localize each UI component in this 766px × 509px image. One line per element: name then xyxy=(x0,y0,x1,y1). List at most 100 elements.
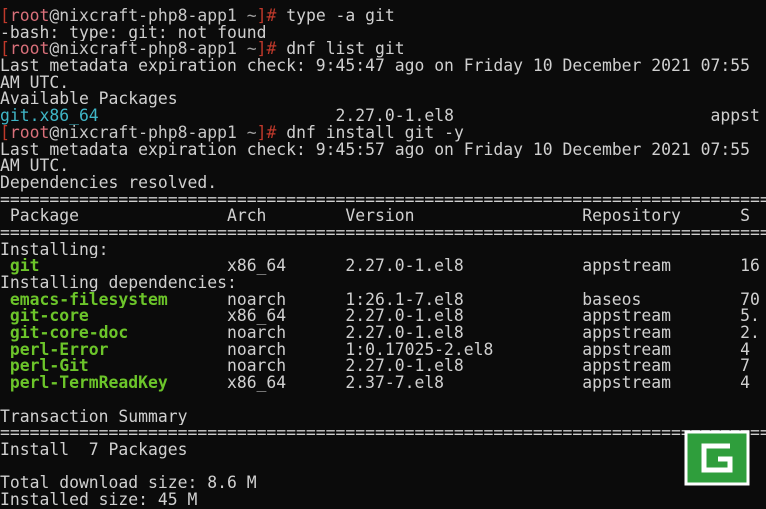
terminal-text: Installed size: 45 M xyxy=(0,491,198,509)
terminal-line: [root@nixcraft-php8-app1 ~]# dnf list gi… xyxy=(0,41,766,58)
terminal-line: AM UTC. xyxy=(0,75,766,92)
terminal-line xyxy=(0,392,766,409)
table-cell: 5. xyxy=(740,308,760,326)
terminal-text: ]# xyxy=(256,8,287,25)
terminal-line: ========================================… xyxy=(0,192,766,209)
table-cell: 4 xyxy=(740,341,750,359)
table-cell: 7 xyxy=(740,358,750,376)
table-cell: Arch xyxy=(226,208,267,225)
terminal-line: Transaction Summary xyxy=(0,409,766,426)
table-cell: appstream xyxy=(582,375,672,392)
table-cell: emacs-filesystem xyxy=(9,291,168,309)
table-cell: 1:0.17025-2.el8 xyxy=(345,341,494,359)
terminal-text: root xyxy=(9,41,50,59)
terminal-line: Last metadata expiration check: 9:45:47 … xyxy=(0,58,766,75)
terminal-text: @nixcraft-php8-app1 xyxy=(49,41,237,59)
terminal-line: Installing dependencies: xyxy=(0,275,766,292)
table-cell: appstream xyxy=(582,308,672,326)
terminal-line: Available Packages xyxy=(0,91,766,108)
table-cell: appstream xyxy=(582,358,672,376)
terminal-line: emacs-filesystem noarch 1:26.1-7.el8 baseos… xyxy=(0,292,766,309)
table-cell: 2.27.0-1.el8 xyxy=(345,358,464,376)
terminal-line: -bash: type: git: not found xyxy=(0,25,766,42)
screen: [root@nixcraft-php8-app1 ~]# type -a git… xyxy=(0,8,766,508)
table-cell: appstream xyxy=(582,258,672,275)
table-cell: x86_64 xyxy=(226,375,287,392)
table-cell: perl-Error xyxy=(9,341,109,359)
terminal-line: ========================================… xyxy=(0,225,766,242)
terminal-line: Install 7 Packages xyxy=(0,442,766,459)
terminal-text: ~ xyxy=(236,41,257,59)
table-cell: appstream xyxy=(582,341,672,359)
terminal-text: AM UTC. xyxy=(0,74,70,92)
terminal-text: root xyxy=(9,8,50,25)
terminal-text: Install 7 Packages xyxy=(0,441,188,459)
terminal-text: root xyxy=(9,124,50,142)
terminal-text: -bash: type: git: not found xyxy=(0,24,267,42)
table-cell: appstream xyxy=(582,325,672,342)
terminal-text: 2.27.0-1.el8 appst xyxy=(98,108,760,125)
table-cell: noarch xyxy=(226,341,287,359)
terminal-line: perl-Error noarch 1:0.17025-2.el8 appstream… xyxy=(0,342,766,359)
table-cell: git-core xyxy=(9,308,89,326)
table-cell: x86_64 xyxy=(226,308,287,326)
table-cell: Package xyxy=(9,208,79,225)
terminal-text: @nixcraft-php8-app1 xyxy=(49,124,237,142)
terminal-line: [root@nixcraft-php8-app1 ~]# type -a git xyxy=(0,8,766,25)
terminal-text: Total download size: 8.6 M xyxy=(0,475,257,492)
table-cell: 2. xyxy=(740,325,760,342)
terminal-text: AM UTC. xyxy=(0,158,70,175)
table-cell: git xyxy=(9,258,40,275)
terminal-text: Available Packages xyxy=(0,91,178,109)
terminal-text: ========================================… xyxy=(0,224,766,242)
table-cell: perl-TermReadKey xyxy=(9,375,168,392)
terminal-line: [root@nixcraft-php8-app1 ~]# dnf install… xyxy=(0,125,766,142)
table-cell: 2.27.0-1.el8 xyxy=(345,325,464,342)
table-cell: S xyxy=(740,208,750,225)
logo xyxy=(684,430,750,486)
terminal-line: git-core-doc noarch 2.27.0-1.el8 appstream 2… xyxy=(0,325,766,342)
table-cell: 2.27.0-1.el8 xyxy=(345,258,464,275)
table-cell: 2.27.0-1.el8 xyxy=(345,308,464,326)
table-cell: perl-Git xyxy=(9,358,89,376)
table-cell: Version xyxy=(345,208,415,225)
terminal-text: ]# xyxy=(256,124,287,142)
terminal-text: Transaction Summary xyxy=(0,408,188,426)
terminal-text: Dependencies resolved. xyxy=(0,174,218,192)
terminal-text: Installing dependencies: xyxy=(0,275,237,292)
table-cell: noarch xyxy=(226,291,287,309)
terminal-line: perl-TermReadKey x86_64 2.37-7.el8 appstrea… xyxy=(0,375,766,392)
terminal-line: Last metadata expiration check: 9:45:57 … xyxy=(0,142,766,159)
terminal-text: Installing: xyxy=(0,241,109,259)
terminal-text: @nixcraft-php8-app1 xyxy=(49,8,237,25)
terminal-line: AM UTC. xyxy=(0,158,766,175)
terminal-line: Dependencies resolved. xyxy=(0,175,766,192)
terminal-text: ========================================… xyxy=(0,191,766,209)
terminal-text: git.x86_64 xyxy=(0,108,99,125)
table-cell: noarch xyxy=(226,325,287,342)
table-cell: 2.37-7.el8 xyxy=(345,375,445,392)
table-cell: 70 xyxy=(740,291,760,309)
terminal-line: perl-Git noarch 2.27.0-1.el8 appstream 7 xyxy=(0,358,766,375)
terminal-text: Last metadata expiration check: 9:45:47 … xyxy=(0,58,750,75)
terminal-text: ]# xyxy=(256,41,287,59)
terminal-line: git x86_64 2.27.0-1.el8 appstream 16 xyxy=(0,258,766,275)
table-cell: 16 xyxy=(740,258,760,275)
terminal-text: ========================================… xyxy=(0,425,766,442)
terminal-line: git-core x86_64 2.27.0-1.el8 appstream 5. xyxy=(0,308,766,325)
terminal-text: dnf install git -y xyxy=(286,124,464,142)
terminal-text: ~ xyxy=(236,8,257,25)
terminal-text: Last metadata expiration check: 9:45:57 … xyxy=(0,141,750,159)
terminal-line: Installing: xyxy=(0,242,766,259)
terminal-line: git.x86_64 2.27.0-1.el8 appst xyxy=(0,108,766,125)
terminal-line: ========================================… xyxy=(0,425,766,442)
terminal-line xyxy=(0,459,766,476)
terminal-text: [ xyxy=(0,124,10,142)
terminal-text: ~ xyxy=(236,124,257,142)
table-cell: 4 xyxy=(740,375,750,392)
table-cell: 1:26.1-7.el8 xyxy=(345,291,464,309)
terminal-text: dnf list git xyxy=(286,41,405,59)
table-cell: Repository xyxy=(582,208,681,225)
table-cell: git-core-doc xyxy=(9,325,129,342)
terminal-line: Installed size: 45 M xyxy=(0,492,766,509)
